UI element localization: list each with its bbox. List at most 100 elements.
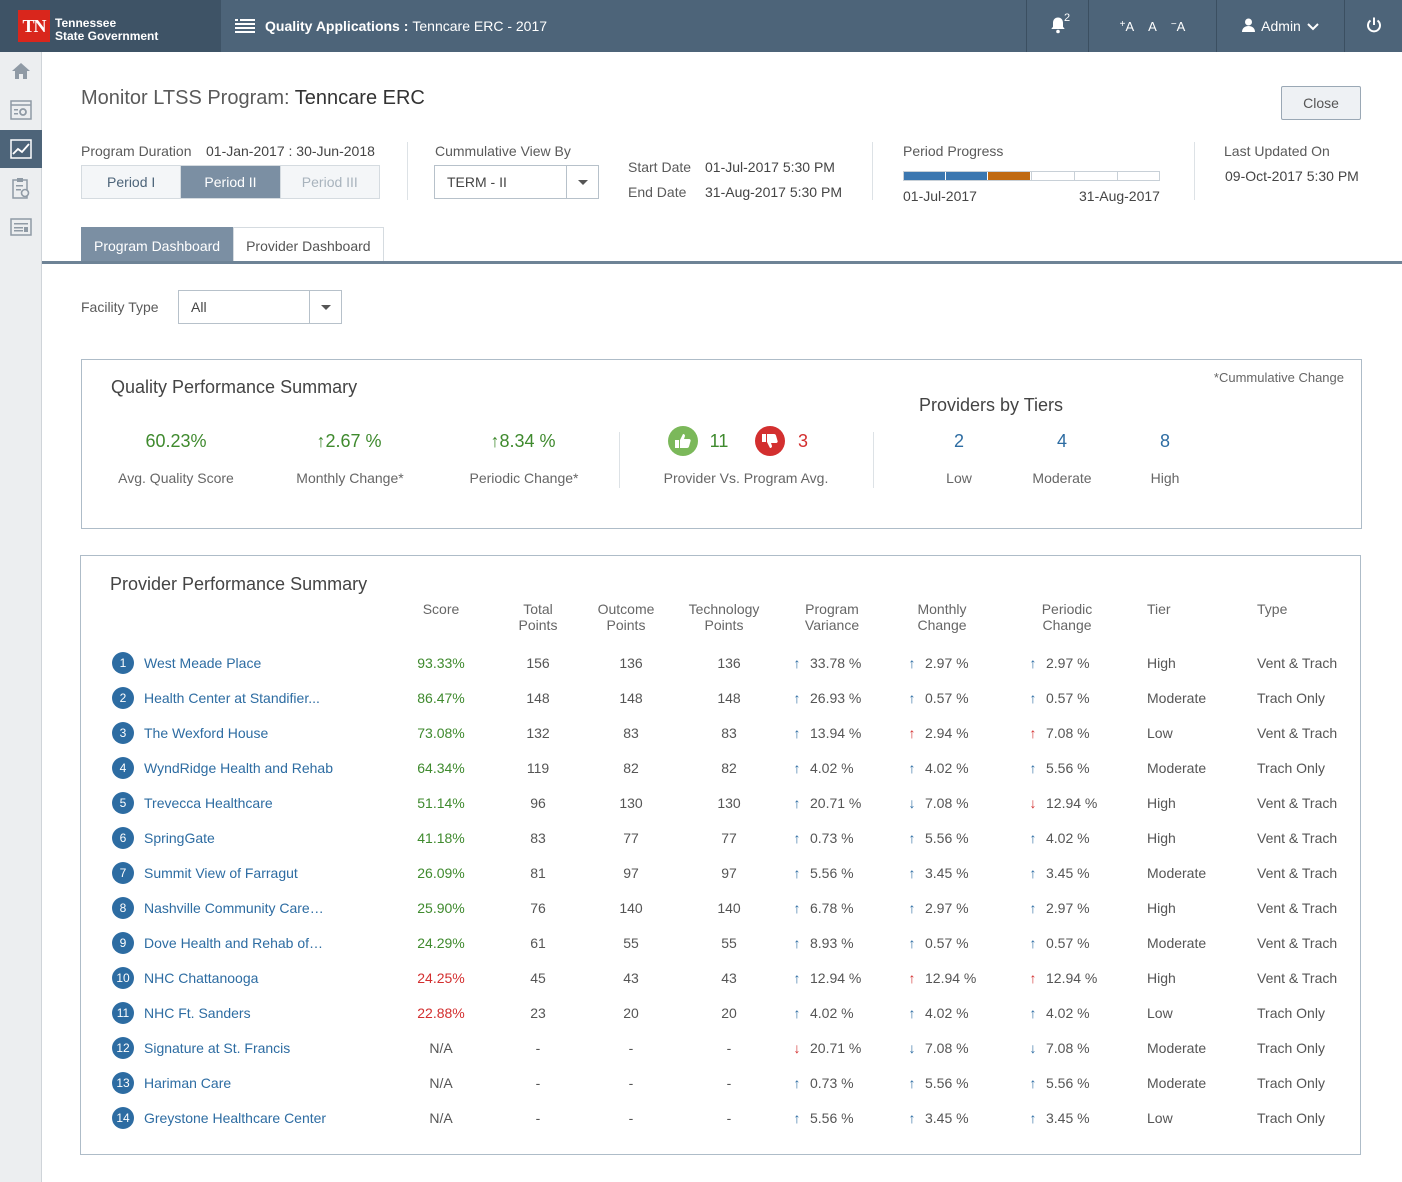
provider-name-link[interactable]: WyndRidge Health and Rehab [144, 760, 333, 776]
column-tier[interactable]: Tier [1147, 601, 1171, 617]
column-periodic-change[interactable]: Periodic Change [1041, 601, 1093, 633]
period-3-button[interactable]: Period III [280, 166, 379, 198]
logout-button[interactable] [1344, 0, 1402, 52]
arrow-up-icon: ↑ [908, 865, 916, 881]
column-total-points[interactable]: Total Points [518, 601, 558, 633]
provider-vs-program-label: Provider Vs. Program Avg. [663, 470, 829, 486]
outcome-points-cell: - [628, 1040, 634, 1056]
sidebar [0, 52, 42, 1182]
column-outcome-points[interactable]: Outcome Points [597, 601, 655, 633]
provider-name-link[interactable]: Greystone Healthcare Center [144, 1110, 327, 1126]
provider-name-link[interactable]: Trevecca Healthcare [144, 795, 273, 811]
total-points-cell: 81 [530, 865, 546, 881]
arrow-up-icon: ↑ [908, 760, 916, 776]
tier-moderate-count[interactable]: 4 [1056, 431, 1067, 451]
column-monthly-change[interactable]: Monthly Change [917, 601, 967, 633]
provider-name-link[interactable]: Health Center at Standifier... [144, 690, 320, 706]
arrow-up-icon: ↑ [1029, 655, 1037, 671]
column-program-variance[interactable]: Program Variance [804, 601, 860, 633]
pchg-cell: ↓ 12.94 % [1026, 793, 1098, 813]
provider-name-link[interactable]: Dove Health and Rehab of… [144, 935, 323, 951]
period-2-button[interactable]: Period II [181, 166, 281, 198]
column-type[interactable]: Type [1257, 601, 1288, 617]
table-row[interactable]: 5 Trevecca Healthcare 51.14% 96 130 130 ↑ 20.71… [81, 792, 1361, 828]
user-name: Admin [1261, 18, 1301, 34]
type-cell: Vent & Trach [1257, 865, 1338, 881]
table-row[interactable]: 11 NHC Ft. Sanders 22.88% 23 20 20 ↑ 4.02 % ↑ 4.0… [81, 1002, 1361, 1038]
provider-name-link[interactable]: Hariman Care [144, 1075, 232, 1091]
tab-provider-dashboard[interactable]: Provider Dashboard [233, 227, 384, 263]
total-points-cell: - [535, 1075, 541, 1091]
table-row[interactable]: 14 Greystone Healthcare Center N/A - - - ↑ 5.56… [81, 1107, 1361, 1143]
provider-name-link[interactable]: Signature at St. Francis [144, 1040, 291, 1056]
menu-icon[interactable] [235, 19, 255, 33]
app-title: Quality Applications : Tenncare ERC - 20… [221, 0, 1026, 52]
tier-cell: High [1147, 900, 1176, 916]
period-1-button[interactable]: Period I [82, 166, 182, 198]
tier-cell: High [1147, 795, 1176, 811]
divider [872, 142, 873, 200]
provider-name-link[interactable]: SpringGate [144, 830, 215, 846]
table-row[interactable]: 4 WyndRidge Health and Rehab 64.34% 119 82 82… [81, 757, 1361, 793]
font-decrease-button[interactable]: −A [1170, 18, 1186, 34]
chart-icon [10, 139, 32, 159]
table-row[interactable]: 9 Dove Health and Rehab of… 24.29% 61 55 55 ↑ 8… [81, 932, 1361, 968]
table-row[interactable]: 12 Signature at St. Francis N/A - - - ↓ 20.71 %… [81, 1037, 1361, 1073]
table-row[interactable]: 7 Summit View of Farragut 26.09% 81 97 97 ↑ 5.5… [81, 862, 1361, 898]
user-menu[interactable]: Admin [1216, 0, 1344, 52]
provider-name-link[interactable]: NHC Ft. Sanders [144, 1005, 251, 1021]
sidebar-item-home[interactable] [0, 52, 42, 90]
divider [619, 432, 620, 488]
tab-program-dashboard[interactable]: Program Dashboard [81, 227, 234, 263]
table-row[interactable]: 1 West Meade Place 93.33% 156 136 136 ↑ 33.78 %… [81, 652, 1361, 688]
period-selector: Period I Period II Period III [81, 165, 380, 199]
column-technology-points[interactable]: Technology Points [688, 601, 760, 633]
below-average-count: 3 [797, 431, 808, 451]
cumulative-view-select[interactable]: TERM - II [434, 165, 599, 199]
sidebar-item-settings[interactable] [0, 91, 42, 129]
brand[interactable]: TN Tennessee State Government [0, 0, 221, 52]
sidebar-item-reports[interactable] [0, 208, 42, 246]
sidebar-item-clipboard[interactable] [0, 169, 42, 207]
font-normal-button[interactable]: A [1148, 18, 1157, 34]
close-button[interactable]: Close [1281, 86, 1361, 120]
provider-name-link[interactable]: Summit View of Farragut [144, 865, 298, 881]
tier-cell: Low [1147, 1110, 1173, 1126]
technology-points-cell: 97 [721, 865, 737, 881]
tier-cell: Moderate [1147, 690, 1207, 706]
mchg-cell: ↑ 0.57 % [905, 688, 969, 708]
arrow-up-icon: ↑ [1029, 1005, 1037, 1021]
tier-low-count[interactable]: 2 [953, 431, 964, 451]
period-progress-label: Period Progress [903, 143, 1004, 159]
table-row[interactable]: 6 SpringGate 41.18% 83 77 77 ↑ 0.73 % ↑ 5.56 % ↑ 4.… [81, 827, 1361, 863]
tier-high-count[interactable]: 8 [1159, 431, 1170, 451]
provider-name-link[interactable]: The Wexford House [144, 725, 269, 741]
rank-badge: 12 [112, 1037, 134, 1059]
table-row[interactable]: 10 NHC Chattanooga 24.25% 45 43 43 ↑ 12.94 % ↑ 12… [81, 967, 1361, 1003]
arrow-up-icon: ↑ [793, 655, 801, 671]
table-row[interactable]: 2 Health Center at Standifier... 86.47% 148… [81, 687, 1361, 723]
pchg-cell: ↑ 5.56 % [1026, 758, 1090, 778]
column-score[interactable]: Score [422, 601, 460, 617]
sidebar-item-monitor[interactable] [0, 130, 42, 168]
score-cell: N/A [429, 1040, 453, 1056]
notifications-button[interactable]: 2 [1026, 0, 1088, 52]
facility-type-select[interactable]: All [178, 290, 342, 324]
tier-moderate-label: Moderate [1032, 470, 1092, 486]
provider-name-link[interactable]: West Meade Place [144, 655, 262, 671]
table-row[interactable]: 8 Nashville Community Care… 25.90% 76 140 140… [81, 897, 1361, 933]
type-cell: Trach Only [1257, 1110, 1325, 1126]
score-cell: 26.09% [417, 865, 465, 881]
provider-name-link[interactable]: Nashville Community Care… [144, 900, 324, 916]
total-points-cell: 132 [526, 725, 550, 741]
table-row[interactable]: 13 Hariman Care N/A - - - ↑ 0.73 % ↑ 5.56 % ↑ 5.56 … [81, 1072, 1361, 1108]
table-row[interactable]: 3 The Wexford House 73.08% 132 83 83 ↑ 13.94 % ↑… [81, 722, 1361, 758]
total-points-cell: 76 [530, 900, 546, 916]
mchg-cell: ↑ 5.56 % [905, 1073, 969, 1093]
arrow-up-icon: ↑ [793, 900, 801, 916]
arrow-up-icon: ↑ [908, 655, 916, 671]
arrow-down-icon: ↓ [1029, 1040, 1037, 1056]
font-increase-button[interactable]: +A [1119, 18, 1135, 34]
total-points-cell: 156 [526, 655, 550, 671]
provider-name-link[interactable]: NHC Chattanooga [144, 970, 259, 986]
